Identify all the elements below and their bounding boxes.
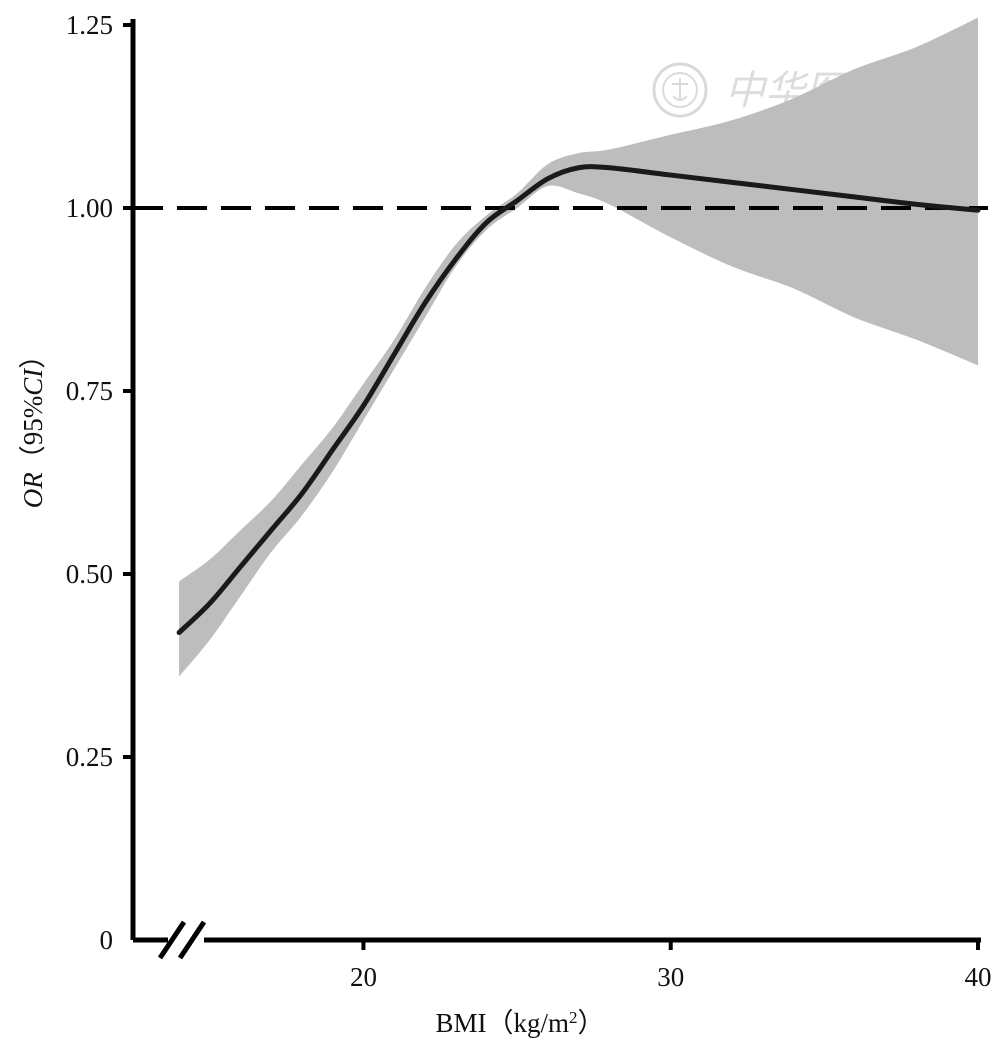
ticks: 0 0.25 0.50 0.75 1.00 1.25 20 30 40	[66, 10, 992, 992]
y-tick-label: 1.25	[66, 10, 113, 40]
axes	[130, 19, 981, 960]
x-tick-label: 30	[657, 962, 684, 992]
x-tick-label: 40	[965, 962, 992, 992]
y-tick-label: 0.50	[66, 559, 113, 589]
y-tick-label: 0	[100, 925, 114, 955]
ci-band-layer	[179, 17, 978, 677]
y-tick-label: 0.25	[66, 742, 113, 772]
seal-icon	[652, 62, 708, 118]
ci-band	[179, 17, 978, 677]
x-axis-title: BMI（kg/m2）	[435, 1008, 604, 1039]
axis-break-icon	[157, 920, 207, 960]
y-tick-label: 1.00	[66, 193, 113, 223]
series-layer	[176, 164, 981, 636]
or-line	[176, 164, 981, 636]
y-axis-title: OR（95%CI）	[18, 342, 48, 509]
y-tick-label: 0.75	[66, 376, 113, 406]
x-tick-label: 20	[350, 962, 377, 992]
